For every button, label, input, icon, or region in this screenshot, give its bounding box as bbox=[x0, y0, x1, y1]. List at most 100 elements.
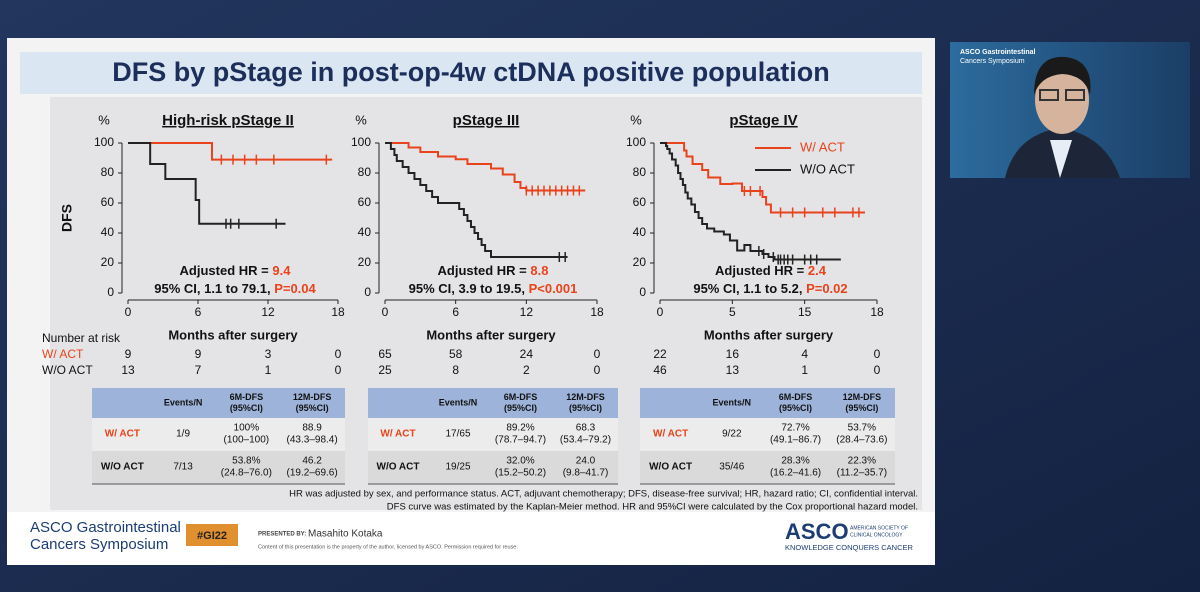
table-cell: 32.0% bbox=[506, 456, 534, 467]
hr-value: 9.4 bbox=[272, 263, 291, 278]
ci-text: 95% CI, 1.1 to 79.1, bbox=[154, 281, 274, 296]
table-cell: 1/9 bbox=[176, 429, 190, 440]
km-curve bbox=[660, 142, 865, 214]
risk-count: 0 bbox=[594, 363, 601, 377]
y-tick-label: 100 bbox=[351, 135, 371, 149]
x-axis-label: Months after surgery bbox=[168, 327, 298, 342]
table-cell: 19/25 bbox=[445, 462, 470, 473]
y-tick-label: 80 bbox=[633, 165, 647, 179]
risk-label: W/O ACT bbox=[42, 363, 93, 377]
column-header: Events/N bbox=[713, 397, 752, 407]
risk-count: 65 bbox=[378, 347, 392, 361]
title-band bbox=[20, 52, 922, 94]
asco-tagline: KNOWLEDGE CONQUERS CANCER bbox=[785, 543, 914, 552]
y-tick-label: 0 bbox=[364, 285, 371, 299]
risk-count: 46 bbox=[653, 363, 667, 377]
risk-count: 22 bbox=[653, 347, 667, 361]
chart-title: High-risk pStage II bbox=[162, 112, 294, 129]
table-cell: 53.8% bbox=[232, 456, 260, 467]
footnote: HR was adjusted by sex, and performance … bbox=[289, 489, 918, 500]
risk-count: 25 bbox=[378, 363, 392, 377]
hr-label: Adjusted HR = bbox=[715, 263, 808, 278]
table-cell: (49.1–86.7) bbox=[770, 435, 821, 446]
ci-annotation: 95% CI, 1.1 to 5.2, P=0.02 bbox=[693, 281, 847, 296]
column-header: (95%CI) bbox=[296, 403, 329, 413]
row-label: W/ ACT bbox=[653, 429, 688, 440]
hr-annotation: Adjusted HR = 9.4 bbox=[180, 263, 292, 278]
column-header: (95%CI) bbox=[504, 403, 537, 413]
column-header: (95%CI) bbox=[230, 403, 263, 413]
unit-label: % bbox=[98, 112, 110, 127]
chart-title: pStage IV bbox=[729, 112, 797, 129]
y-tick-label: 20 bbox=[358, 255, 372, 269]
y-tick-label: 20 bbox=[101, 255, 115, 269]
table-cell: 53.7% bbox=[848, 423, 876, 434]
y-tick-label: 80 bbox=[101, 165, 115, 179]
table-cell: (43.3–98.4) bbox=[287, 435, 338, 446]
y-tick-label: 40 bbox=[101, 225, 115, 239]
table-header bbox=[368, 388, 618, 418]
ci-annotation: 95% CI, 3.9 to 19.5, P<0.001 bbox=[409, 281, 578, 296]
x-axis-label: Months after surgery bbox=[426, 327, 556, 342]
asco-sub: AMERICAN SOCIETY OF bbox=[850, 525, 908, 531]
webcam-logo: ASCO Gastrointestinal bbox=[960, 49, 1036, 56]
y-tick-label: 100 bbox=[94, 135, 114, 149]
table-row bbox=[640, 418, 895, 451]
hr-label: Adjusted HR = bbox=[438, 263, 531, 278]
risk-count: 1 bbox=[265, 363, 272, 377]
hr-label: Adjusted HR = bbox=[180, 263, 273, 278]
km-curve bbox=[385, 142, 568, 258]
risk-count: 9 bbox=[125, 347, 132, 361]
footer-logo: ASCO Gastrointestinal bbox=[30, 519, 181, 536]
risk-count: 8 bbox=[452, 363, 459, 377]
row-label: W/ ACT bbox=[380, 429, 415, 440]
table-cell: (16.2–41.6) bbox=[770, 468, 821, 479]
table-cell: 46.2 bbox=[302, 456, 322, 467]
y-tick-label: 60 bbox=[633, 195, 647, 209]
presenter: Masahito Kotaka bbox=[308, 529, 383, 540]
column-header: 6M-DFS bbox=[779, 392, 813, 402]
km-curve bbox=[128, 142, 286, 225]
row-label: W/ ACT bbox=[105, 429, 140, 440]
p-value: P<0.001 bbox=[529, 281, 578, 296]
unit-label: % bbox=[630, 112, 642, 127]
risk-count: 0 bbox=[874, 363, 881, 377]
footer-logo: Cancers Symposium bbox=[30, 536, 168, 553]
column-header: 6M-DFS bbox=[230, 392, 264, 402]
table-header bbox=[640, 388, 895, 418]
table-row bbox=[368, 418, 618, 451]
hr-value: 2.4 bbox=[808, 263, 827, 278]
table-cell: 7/13 bbox=[173, 462, 193, 473]
risk-count: 13 bbox=[121, 363, 135, 377]
x-axis-label: Months after surgery bbox=[704, 327, 834, 342]
y-tick-label: 100 bbox=[626, 135, 646, 149]
x-tick-label: 0 bbox=[382, 305, 389, 319]
column-header: (95%CI) bbox=[569, 403, 602, 413]
table-cell: 89.2% bbox=[506, 423, 534, 434]
risk-title: Number at risk bbox=[42, 331, 121, 345]
km-curve bbox=[660, 142, 841, 261]
x-tick-label: 0 bbox=[657, 305, 664, 319]
y-tick-label: 20 bbox=[633, 255, 647, 269]
y-tick-label: 0 bbox=[107, 285, 114, 299]
column-header: Events/N bbox=[439, 397, 478, 407]
km-curve bbox=[128, 142, 333, 161]
table-cell: 68.3 bbox=[576, 423, 596, 434]
risk-count: 4 bbox=[801, 347, 808, 361]
risk-count: 13 bbox=[726, 363, 740, 377]
risk-count: 2 bbox=[523, 363, 530, 377]
slide-title: DFS by pStage in post-op-4w ctDNA positi… bbox=[112, 57, 830, 87]
row-label: W/O ACT bbox=[649, 462, 692, 473]
presenter-figure bbox=[1005, 56, 1120, 178]
hashtag-box bbox=[186, 524, 238, 546]
y-tick-label: 60 bbox=[358, 195, 372, 209]
row-label: W/O ACT bbox=[101, 462, 144, 473]
table-cell: (28.4–73.6) bbox=[836, 435, 887, 446]
x-tick-label: 12 bbox=[261, 305, 275, 319]
risk-count: 0 bbox=[594, 347, 601, 361]
x-tick-label: 18 bbox=[870, 305, 884, 319]
hashtag: #GI22 bbox=[197, 530, 227, 542]
risk-count: 9 bbox=[195, 347, 202, 361]
